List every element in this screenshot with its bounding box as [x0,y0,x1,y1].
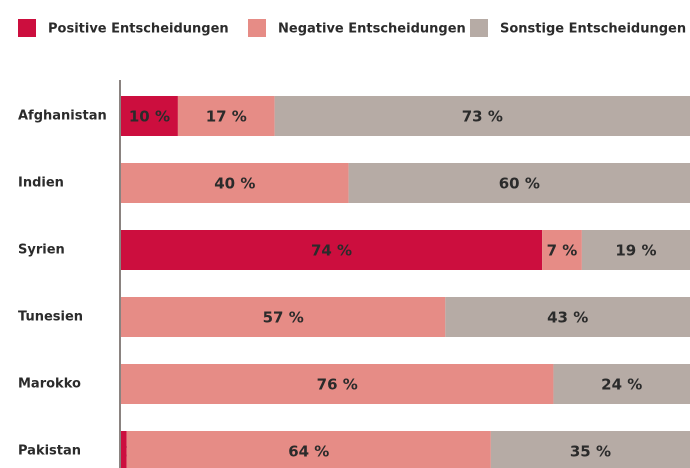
value-label: 35 % [570,443,611,461]
value-label: 74 % [311,242,352,260]
bar-segment [121,96,178,136]
category-label: Syrien [18,243,65,258]
bar-segment [177,96,275,136]
category-label: Indien [18,176,64,191]
value-label: 60 % [499,175,540,193]
bar-segment [126,431,491,468]
value-label: 57 % [263,309,304,327]
legend-swatch [18,19,36,37]
bar-segment [445,297,690,337]
bar-segment [553,364,690,404]
category-label: Tunesien [18,310,83,325]
bar-segment [121,431,127,468]
legend-label: Negative Entscheidungen [278,22,466,37]
bar-segment [490,431,690,468]
bar-segment [348,163,690,203]
category-label: Afghanistan [18,109,107,124]
bar-segment [274,96,690,136]
bar-segment [121,297,446,337]
bar-segment [121,230,543,270]
legend-swatch [470,19,488,37]
value-label: 40 % [214,175,255,193]
value-label: 64 % [288,443,329,461]
legend-label: Positive Entscheidungen [48,22,229,37]
legend-label: Sonstige Entscheidungen [500,22,686,37]
bar-segment [121,364,554,404]
bar-segment [581,230,690,270]
value-label: 76 % [317,376,358,394]
value-label: 73 % [462,108,503,126]
value-label: 24 % [601,376,642,394]
value-label: 19 % [615,242,656,260]
value-label: 17 % [206,108,247,126]
category-label: Pakistan [18,444,81,459]
value-label: 43 % [547,309,588,327]
legend-swatch [248,19,266,37]
bar-segment [121,163,349,203]
bar-segment [542,230,582,270]
value-label: 7 % [547,242,578,260]
value-label: 10 % [129,108,170,126]
category-label: Marokko [18,377,81,392]
